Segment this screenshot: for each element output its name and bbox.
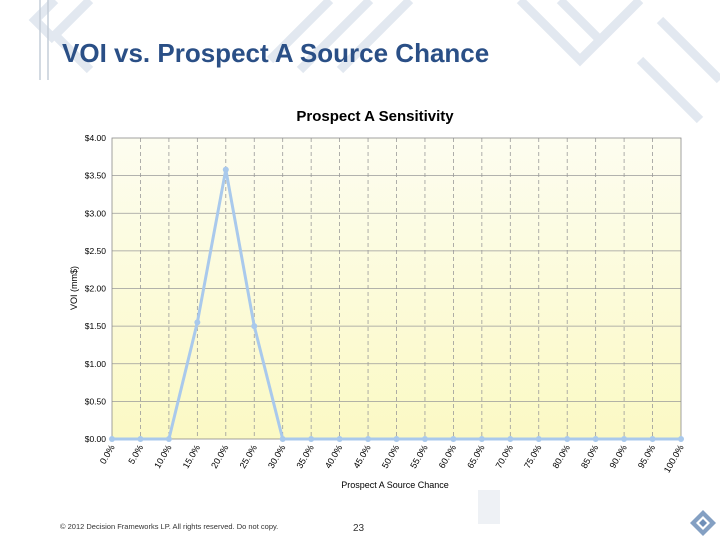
data-point: [535, 436, 542, 442]
data-point: [279, 436, 286, 442]
data-point: [222, 166, 229, 173]
data-point: [621, 436, 628, 442]
data-point: [649, 436, 656, 442]
x-tick-label: 45.0%: [351, 443, 372, 470]
data-point: [507, 436, 514, 442]
slide-title: VOI vs. Prospect A Source Chance: [62, 38, 490, 68]
data-point: [137, 436, 144, 442]
y-tick-label: $0.50: [85, 396, 107, 406]
data-point: [478, 436, 485, 442]
x-tick-label: 15.0%: [181, 443, 202, 470]
x-tick-label: 90.0%: [607, 443, 628, 470]
data-point: [336, 436, 343, 442]
x-tick-label: 65.0%: [465, 443, 486, 470]
data-point: [564, 436, 571, 442]
x-tick-label: 50.0%: [380, 443, 401, 470]
footer-copyright: © 2012 Decision Frameworks LP. All right…: [60, 522, 279, 531]
x-tick-label: 5.0%: [126, 443, 145, 466]
y-tick-label: $1.50: [85, 321, 107, 331]
x-axis-ticks: 0.0% 5.0% 10.0% 15.0% 20.0% 25.0% 30.0% 35.0% 40…: [98, 443, 686, 474]
x-tick-label: 80.0%: [551, 443, 572, 470]
x-tick-label: 10.0%: [152, 443, 173, 470]
y-tick-label: $2.00: [85, 284, 107, 294]
x-tick-label: 35.0%: [294, 443, 315, 470]
data-point: [592, 436, 599, 442]
data-point: [194, 319, 201, 326]
x-tick-label: 55.0%: [408, 443, 429, 470]
y-tick-label: $2.50: [85, 246, 107, 256]
x-tick-label: 20.0%: [209, 443, 230, 470]
data-point: [678, 436, 684, 442]
x-tick-label: 85.0%: [579, 443, 600, 470]
x-tick-label: 25.0%: [238, 443, 259, 470]
y-tick-label: $3.50: [85, 171, 107, 181]
page-number: 23: [353, 523, 365, 534]
data-point: [308, 436, 315, 442]
data-point: [393, 436, 400, 442]
series-group: [109, 166, 684, 442]
data-point: [365, 436, 372, 442]
x-tick-label: 70.0%: [494, 443, 515, 470]
data-point: [450, 436, 457, 442]
data-point: [165, 436, 172, 442]
data-point: [109, 436, 115, 442]
company-logo: [690, 510, 716, 536]
x-tick-label: 100.0%: [662, 443, 686, 474]
x-axis-label: Prospect A Source Chance: [341, 480, 449, 490]
y-tick-label: $0.00: [85, 434, 107, 444]
x-tick-label: 0.0%: [98, 443, 117, 466]
y-axis-label: VOI (mm$): [69, 266, 79, 310]
horizontal-gridlines: [112, 175, 681, 402]
data-point: [421, 436, 428, 442]
y-tick-label: $1.00: [85, 359, 107, 369]
y-axis-ticks: $0.00 $0.50 $1.00 $1.50 $2.00 $2.50 $3.00 $3.50…: [85, 133, 107, 444]
x-tick-label: 60.0%: [437, 443, 458, 470]
y-tick-label: $4.00: [85, 133, 107, 143]
chart-title: Prospect A Sensitivity: [296, 108, 454, 125]
data-point: [251, 323, 258, 330]
x-tick-label: 30.0%: [266, 443, 287, 470]
x-tick-label: 95.0%: [636, 443, 657, 470]
y-tick-label: $3.00: [85, 208, 107, 218]
x-tick-label: 75.0%: [522, 443, 543, 470]
x-tick-label: 40.0%: [323, 443, 344, 470]
